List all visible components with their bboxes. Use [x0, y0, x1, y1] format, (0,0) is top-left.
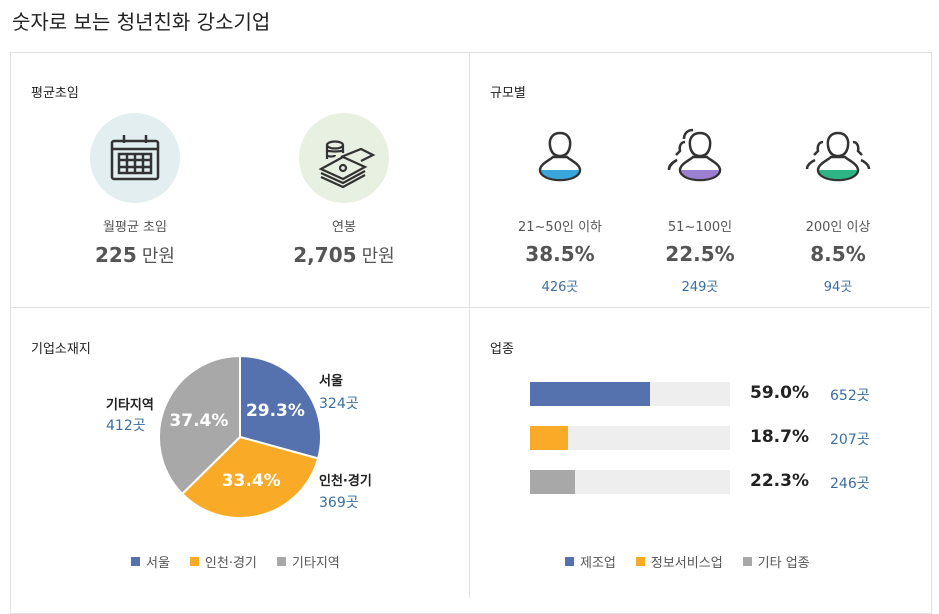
- legend-label: 인천·경기: [204, 556, 257, 571]
- unit: 만원: [141, 246, 175, 267]
- pie-value-label: 37.4%: [169, 411, 228, 431]
- legend-label: 정보서비스업: [650, 556, 723, 571]
- pie-value-label: 33.4%: [222, 471, 281, 491]
- size-count: 249곳: [681, 280, 719, 295]
- pie-count-seoul: 324곳: [319, 396, 359, 412]
- bar-value-label: 59.0%: [750, 383, 809, 403]
- pie-label-other: 기타지역: [106, 398, 154, 413]
- bar-count-label: 246곳: [830, 476, 870, 492]
- size-heading: 규모별: [490, 86, 526, 101]
- legend-label: 기타지역: [291, 556, 340, 571]
- pie-value-label: 29.3%: [246, 401, 305, 421]
- pie-label-seoul: 서울: [319, 374, 343, 389]
- bar-count-label: 207곳: [830, 432, 870, 448]
- bar-0: [530, 382, 650, 406]
- pie-count-incheon: 369곳: [319, 495, 359, 511]
- value: 2,705: [293, 243, 357, 267]
- size-count: 426곳: [541, 280, 579, 295]
- money-icon: [299, 113, 389, 203]
- bar-value-label: 18.7%: [750, 427, 809, 447]
- bar-count-label: 652곳: [830, 388, 870, 404]
- location-pie-chart: 29.3% 33.4% 37.4%: [158, 354, 322, 519]
- location-heading: 기업소재지: [31, 342, 91, 357]
- pie-count-other: 412곳: [106, 418, 146, 434]
- legend-swatch: [131, 557, 140, 566]
- size-count: 94곳: [823, 280, 853, 295]
- legend-swatch: [276, 557, 286, 566]
- legend-label: 제조업: [580, 556, 616, 571]
- bar-legend: 제조업 정보서비스업 기타 업종: [565, 552, 810, 571]
- monthly-salary-label: 월평균 초임: [103, 220, 167, 235]
- annual-salary-label: 연봉: [332, 220, 356, 235]
- two-people-icon: [655, 122, 745, 196]
- legend-label: 기타 업종: [757, 556, 810, 571]
- industry-heading: 업종: [490, 342, 514, 357]
- legend-swatch: [635, 557, 645, 566]
- pie-legend: 서울 인천·경기 기타지역: [131, 552, 340, 571]
- pie-slice-1: [180, 435, 320, 519]
- size-pct: 22.5%: [665, 242, 735, 266]
- monthly-salary-value: 225 만원: [95, 242, 175, 268]
- calendar-icon: [90, 113, 180, 203]
- size-label: 21~50인 이하: [518, 220, 602, 235]
- size-label: 51~100인: [667, 220, 733, 235]
- legend-swatch: [565, 557, 574, 566]
- page-title: 숫자로 보는 청년친화 강소기업: [12, 10, 271, 34]
- bar-track: [530, 470, 730, 494]
- bar-1: [530, 426, 569, 450]
- pie-slice-2: [158, 354, 241, 496]
- size-label: 200인 이상: [805, 220, 871, 235]
- legend-label: 서울: [146, 556, 170, 571]
- pie-label-incheon: 인천·경기: [319, 474, 372, 489]
- divider: [469, 52, 470, 598]
- pie-slice-0: [239, 354, 322, 460]
- salary-heading: 평균초임: [31, 86, 79, 101]
- bar-track: [530, 382, 730, 406]
- value: 225: [95, 243, 137, 267]
- divider: [10, 307, 930, 308]
- size-pct: 38.5%: [525, 242, 595, 266]
- person-icon: [515, 122, 605, 196]
- legend-swatch: [742, 557, 752, 566]
- bar-value-label: 22.3%: [750, 471, 809, 491]
- annual-salary-value: 2,705 만원: [293, 242, 394, 268]
- size-pct: 8.5%: [810, 242, 866, 266]
- bar-track: [530, 426, 730, 450]
- legend-swatch: [189, 557, 199, 566]
- unit: 만원: [361, 246, 395, 267]
- bar-2: [530, 470, 576, 494]
- group-icon: [793, 122, 883, 196]
